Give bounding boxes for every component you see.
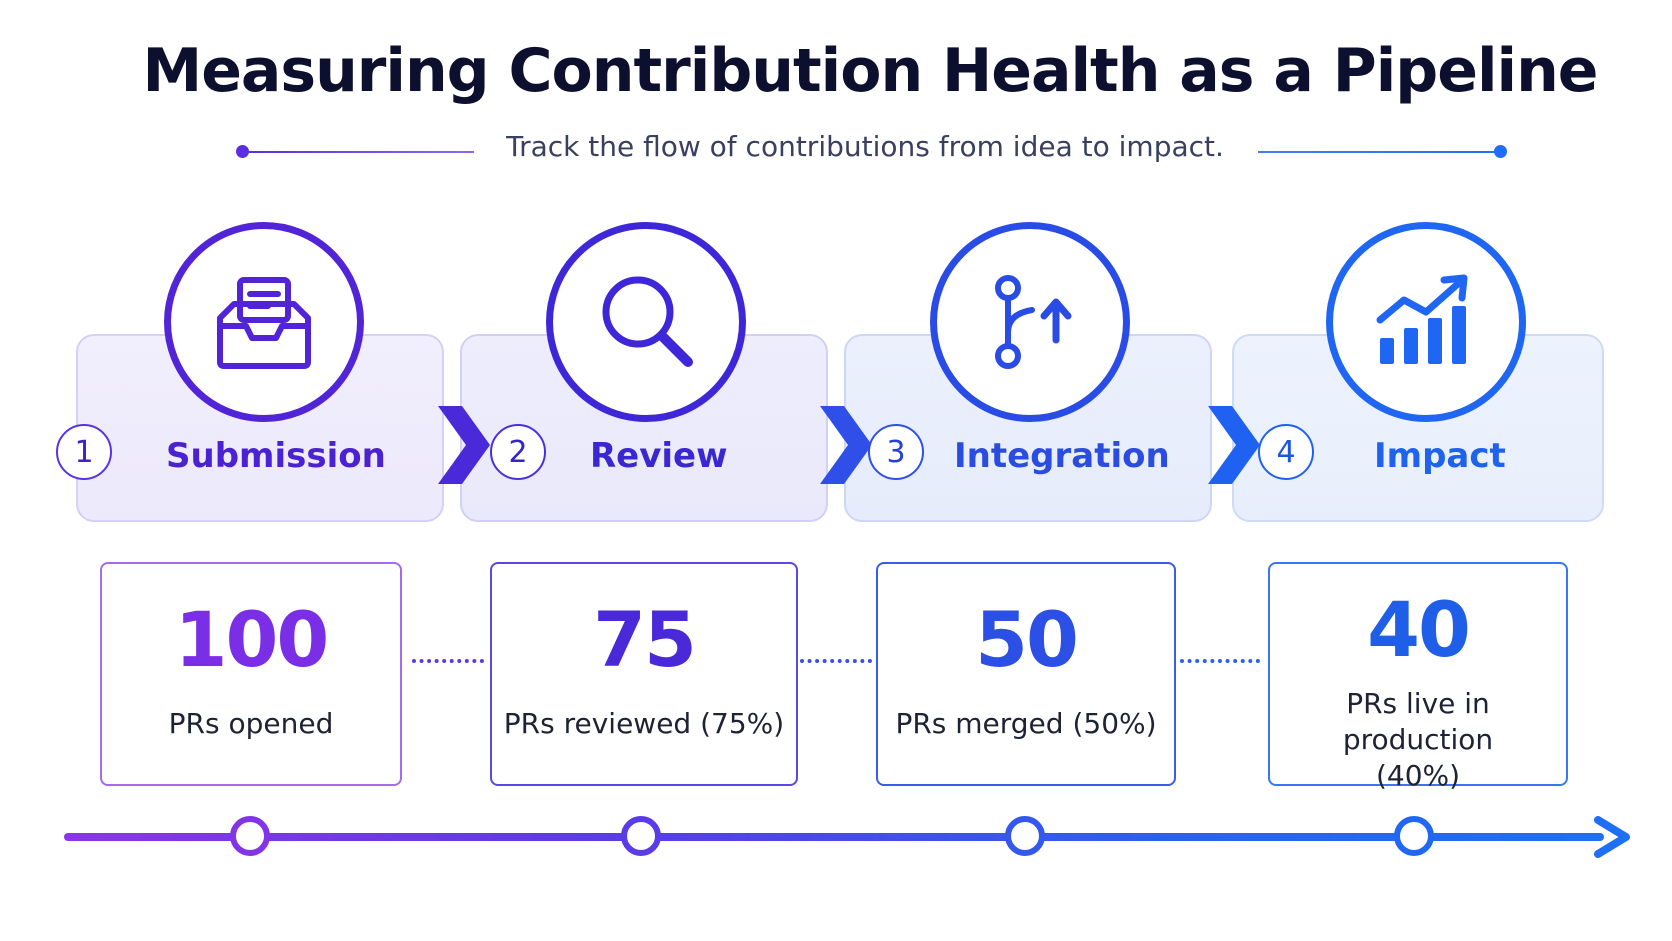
- timeline-node: [621, 816, 661, 856]
- page-subtitle: Track the flow of contributions from ide…: [506, 130, 1224, 163]
- metric-description: PRs merged (50%): [895, 707, 1157, 740]
- subtitle-right-line: [1258, 151, 1498, 153]
- metric-value: 50: [975, 595, 1079, 684]
- metric-value: 100: [174, 595, 330, 684]
- timeline-node: [1005, 816, 1045, 856]
- chevron-right-icon: [438, 406, 490, 484]
- stage-number-badge: 4: [1258, 424, 1314, 480]
- chevron-right-icon: [820, 406, 872, 484]
- magnifier-icon: [602, 276, 693, 367]
- stage-icon-submission: [164, 222, 364, 422]
- stage-number-badge: 2: [490, 424, 546, 480]
- stage-icon-review: [546, 222, 746, 422]
- dotted-connector: [412, 659, 484, 667]
- timeline-node: [1394, 816, 1434, 856]
- metric-card-impact: 40 PRs live in production (40%): [1268, 562, 1568, 792]
- stage-number-badge: 3: [868, 424, 924, 480]
- stage-icon-integration: [930, 222, 1130, 422]
- metric-card-integration: 50 PRs merged (50%): [876, 562, 1176, 786]
- arrow-right-icon: [1594, 816, 1630, 858]
- stage-icon-impact: [1326, 222, 1526, 422]
- dotted-connector: [800, 659, 872, 667]
- stage-label-integration: Integration: [954, 436, 1170, 476]
- metric-value: 75: [593, 595, 697, 684]
- subtitle-row: Track the flow of contributions from ide…: [0, 130, 1672, 170]
- inbox-tray-icon: [217, 277, 311, 369]
- stage-label-submission: Submission: [166, 436, 386, 476]
- timeline-node: [230, 816, 270, 856]
- dotted-connector: [1180, 659, 1260, 667]
- metric-description: PRs reviewed (75%): [503, 707, 785, 740]
- timeline-bar: [64, 833, 1604, 841]
- metric-description: PRs live in production (40%): [1342, 687, 1494, 792]
- metric-card-review: 75 PRs reviewed (75%): [490, 562, 798, 786]
- metric-value: 40: [1367, 585, 1471, 674]
- growth-chart-icon: [1376, 274, 1468, 364]
- stage-label-review: Review: [590, 436, 728, 476]
- subtitle-right-dot: [1494, 145, 1507, 158]
- subtitle-left-dot: [236, 145, 249, 158]
- chevron-right-icon: [1208, 406, 1260, 484]
- page-title: Measuring Contribution Health as a Pipel…: [142, 36, 1598, 106]
- stage-number-badge: 1: [56, 424, 112, 480]
- metric-card-submission: 100 PRs opened: [100, 562, 402, 786]
- subtitle-left-line: [244, 151, 474, 153]
- git-merge-icon: [995, 275, 1072, 369]
- metric-description: PRs opened: [168, 707, 334, 740]
- stage-label-impact: Impact: [1374, 436, 1506, 476]
